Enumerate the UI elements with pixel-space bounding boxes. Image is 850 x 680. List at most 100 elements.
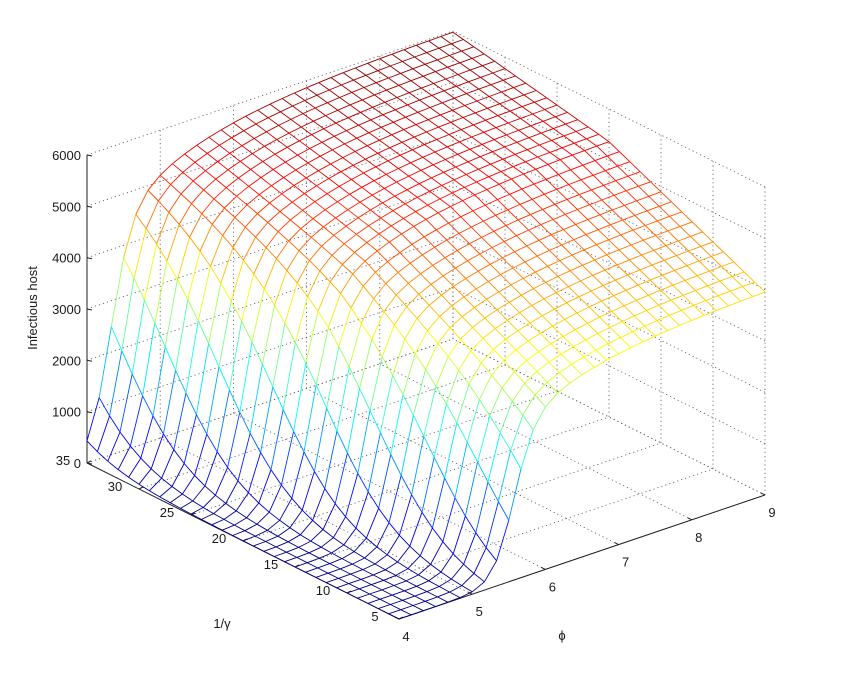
- mesh-segment: [429, 107, 441, 116]
- mesh-segment: [627, 171, 641, 177]
- mesh-segment: [314, 471, 326, 489]
- mesh-segment: [728, 300, 741, 307]
- mesh-segment: [414, 353, 426, 370]
- mesh-segment: [623, 299, 637, 307]
- mesh-segment: [575, 131, 587, 140]
- mesh-segment: [717, 295, 729, 307]
- mesh-segment: [623, 305, 635, 317]
- mesh-segment: [498, 501, 510, 521]
- mesh-segment: [507, 319, 519, 332]
- mesh-segment: [272, 161, 286, 170]
- mesh-segment: [295, 162, 309, 171]
- mesh-segment: [322, 529, 334, 538]
- mesh-segment: [373, 569, 386, 576]
- mesh-segment: [98, 326, 112, 398]
- mesh-segment: [672, 284, 684, 296]
- mesh-segment: [214, 467, 229, 496]
- mesh-segment: [580, 280, 592, 292]
- mesh-segment: [269, 98, 283, 105]
- mesh-segment: [512, 166, 524, 175]
- mesh-segment: [289, 509, 303, 529]
- mesh-segment: [627, 274, 639, 286]
- mesh-segment: [471, 53, 485, 59]
- mesh-segment: [499, 98, 512, 105]
- mesh-segment: [589, 300, 602, 308]
- mesh-segment: [189, 236, 201, 252]
- mesh-segment: [660, 289, 672, 301]
- mesh-segment: [470, 337, 484, 352]
- mesh-segment: [754, 281, 766, 293]
- mesh-segment: [400, 149, 413, 156]
- mesh-segment: [378, 233, 390, 243]
- mesh-segment: [190, 513, 202, 520]
- mesh-segment: [451, 39, 464, 45]
- mesh-segment: [438, 578, 452, 587]
- mesh-segment: [617, 259, 630, 266]
- mesh-segment: [477, 263, 491, 272]
- mesh-segment: [229, 152, 241, 162]
- mesh-segment: [451, 296, 465, 307]
- mesh-segment: [598, 224, 611, 231]
- mesh-segment: [169, 502, 181, 509]
- mesh-segment: [337, 193, 350, 203]
- mesh-segment: [391, 594, 403, 601]
- mesh-segment: [364, 546, 378, 559]
- mesh-segment: [730, 286, 743, 292]
- mesh-segment: [98, 397, 110, 417]
- y-tick-label: 35: [56, 453, 70, 468]
- mesh-segment: [343, 544, 355, 552]
- mesh-segment: [502, 79, 514, 88]
- mesh-segment: [512, 267, 524, 279]
- mesh-segment: [135, 190, 149, 215]
- mesh-segment: [424, 600, 436, 607]
- z-tick-label: 0: [74, 456, 81, 471]
- mesh-segment: [239, 341, 253, 413]
- mesh-segment: [595, 343, 609, 351]
- mesh-segment: [578, 290, 592, 298]
- mesh-segment: [371, 194, 383, 204]
- mesh-segment: [548, 353, 562, 363]
- mesh-segment: [437, 591, 450, 598]
- mesh-segment: [358, 119, 371, 126]
- mesh-segment: [469, 243, 481, 255]
- mesh-segment: [528, 137, 540, 146]
- mesh-segment: [316, 89, 330, 96]
- z-tick-mark: [86, 462, 93, 465]
- mesh-segment: [220, 247, 234, 284]
- mesh-segment: [560, 353, 572, 365]
- mesh-segment: [386, 168, 399, 175]
- mesh-segment: [280, 111, 292, 120]
- mesh-segment: [382, 109, 396, 116]
- mesh-segment: [265, 541, 277, 548]
- mesh-segment: [404, 197, 418, 205]
- mesh-segment: [517, 322, 531, 332]
- mesh-segment: [387, 252, 401, 262]
- mesh-segment: [665, 240, 679, 247]
- mesh-segment: [609, 327, 621, 338]
- mesh-segment: [277, 527, 291, 537]
- mesh-segment: [330, 163, 342, 173]
- mesh-segment: [159, 496, 171, 504]
- mesh-segment: [398, 168, 410, 177]
- mesh-segment: [497, 199, 509, 211]
- mesh-segment: [377, 608, 389, 615]
- mesh-segment: [533, 178, 547, 185]
- mesh-segment: [237, 433, 251, 482]
- mesh-segment: [505, 330, 519, 340]
- mesh-segment: [584, 150, 596, 161]
- mesh-segment: [371, 579, 384, 586]
- mesh-segment: [328, 89, 340, 98]
- mesh-segment: [138, 483, 150, 492]
- mesh-segment: [270, 469, 282, 486]
- x-tick-label: 6: [549, 579, 556, 594]
- mesh-segment: [676, 250, 689, 257]
- mesh-segment: [693, 300, 706, 306]
- mesh-segment: [559, 364, 572, 373]
- mesh-segment: [336, 587, 348, 594]
- mesh-segment: [360, 106, 373, 113]
- mesh-segment: [405, 116, 417, 125]
- mesh-segment: [418, 574, 430, 582]
- mesh-segment: [441, 294, 453, 307]
- axis-box: [86, 154, 766, 620]
- mesh-segment: [243, 259, 255, 275]
